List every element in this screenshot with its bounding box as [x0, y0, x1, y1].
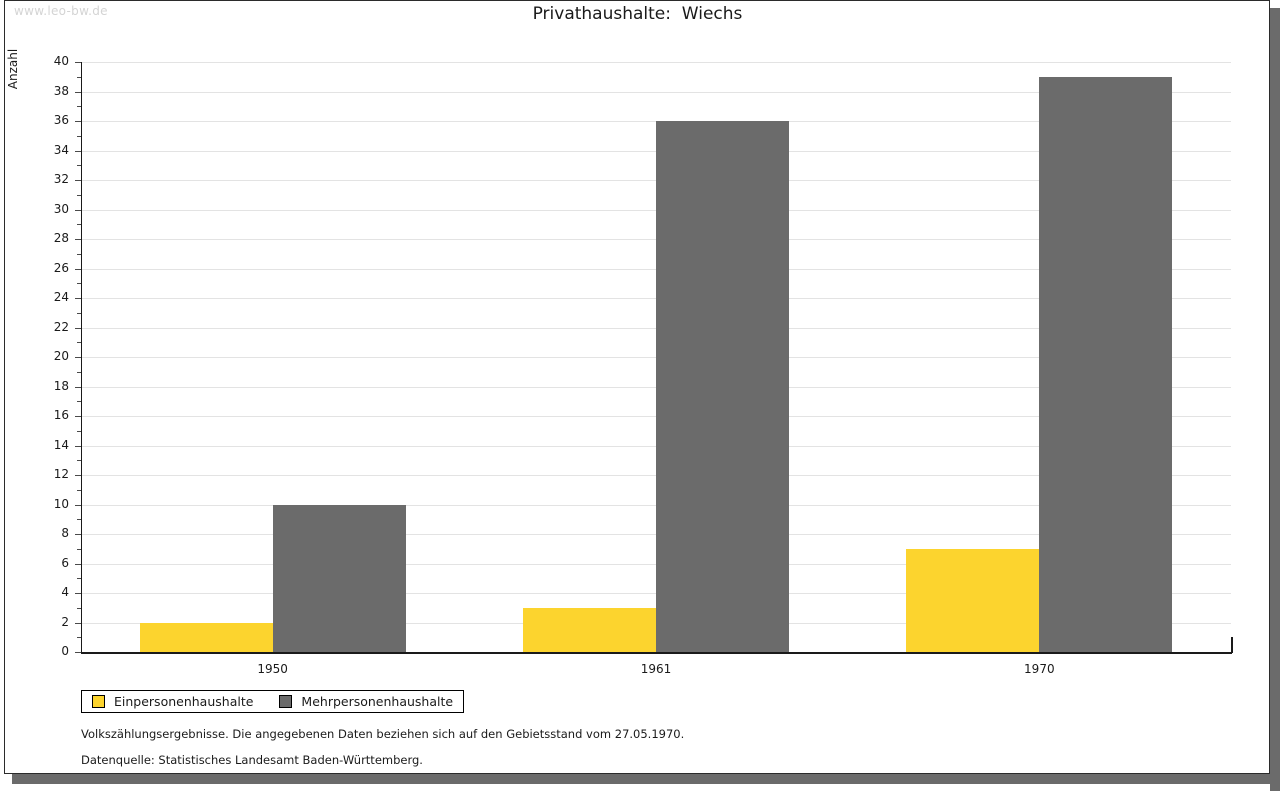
y-tick-major	[75, 62, 81, 63]
y-tick-major	[75, 652, 81, 653]
x-tick-label: 1950	[257, 662, 288, 676]
y-tick-minor	[77, 194, 81, 196]
legend-entry[interactable]: Mehrpersonenhaushalte	[279, 694, 453, 709]
y-tick-major	[75, 593, 81, 594]
y-tick-major	[75, 209, 81, 211]
bar[interactable]	[656, 121, 789, 652]
y-tick-major	[75, 239, 81, 240]
y-tick-label: 20	[53, 349, 69, 363]
x-tick-label: 1961	[640, 662, 672, 676]
y-tick-major	[75, 298, 81, 299]
y-tick-label: 40	[53, 54, 69, 68]
y-tick-label: 16	[53, 408, 69, 422]
y-tick-label: 6	[61, 555, 69, 570]
y-tick-minor	[77, 371, 81, 373]
bar[interactable]	[272, 504, 406, 652]
y-tick-minor	[77, 165, 81, 167]
legend-swatch-icon	[279, 695, 293, 708]
y-tick-label: 36	[53, 113, 69, 127]
y-tick-major	[75, 121, 81, 122]
y-tick-minor	[77, 489, 81, 491]
y-tick-minor	[77, 607, 81, 609]
footnote-data-source: Datenquelle: Statistisches Landesamt Bad…	[81, 753, 423, 767]
bar[interactable]	[1039, 76, 1173, 652]
y-tick-minor	[77, 548, 81, 550]
y-tick-minor	[77, 637, 81, 639]
bar[interactable]	[523, 607, 656, 652]
y-tick-label: 34	[53, 142, 69, 157]
y-tick-minor	[77, 283, 81, 285]
bar[interactable]	[906, 548, 1040, 652]
x-axis-line	[81, 652, 1232, 654]
y-tick-label: 0	[61, 644, 69, 658]
window-shadow-bottom	[12, 774, 1280, 784]
y-tick-minor	[77, 106, 81, 108]
y-tick-minor	[77, 253, 81, 255]
y-tick-label: 14	[53, 437, 69, 452]
y-tick-label: 10	[53, 496, 69, 511]
site-watermark: www.leo-bw.de	[14, 4, 108, 18]
gridline	[81, 62, 1231, 63]
y-tick-label: 26	[53, 260, 69, 275]
window-shadow-right	[1270, 8, 1280, 791]
plot-area: 0 2 4 6 8 10 12 14 16 18 20 22 24 26 28 30 32 34 36 38 40 19…	[54, 54, 1233, 676]
y-tick-minor	[77, 430, 81, 432]
y-tick-major	[75, 91, 81, 93]
y-tick-label: 38	[53, 83, 69, 98]
y-tick-minor	[77, 224, 81, 226]
gridline	[81, 91, 1231, 93]
y-tick-label: 8	[61, 526, 69, 540]
y-tick-major	[75, 504, 81, 506]
footnote-census-note: Volkszählungsergebnisse. Die angegebenen…	[81, 727, 685, 741]
y-tick-minor	[77, 76, 81, 78]
y-tick-label: 24	[53, 290, 69, 304]
y-tick-major	[75, 622, 81, 624]
y-tick-major	[75, 357, 81, 358]
x-axis-end-cap	[1231, 637, 1233, 653]
bar[interactable]	[139, 622, 273, 652]
y-tick-major	[75, 563, 81, 565]
y-tick-minor	[77, 135, 81, 137]
y-tick-major	[75, 386, 81, 388]
y-tick-label: 32	[53, 172, 69, 186]
y-tick-label: 2	[61, 614, 69, 629]
y-tick-major	[75, 150, 81, 152]
x-tick-label: 1970	[1024, 662, 1055, 676]
y-tick-label: 28	[53, 231, 69, 245]
y-tick-label: 18	[53, 378, 69, 393]
y-tick-major	[75, 327, 81, 329]
y-tick-major	[75, 445, 81, 447]
legend-label: Mehrpersonenhaushalte	[301, 694, 454, 709]
legend-entry[interactable]: Einpersonenhaushalte	[92, 694, 253, 709]
y-tick-label: 12	[53, 467, 69, 481]
y-tick-label: 4	[61, 585, 69, 599]
y-tick-minor	[77, 578, 81, 580]
y-tick-minor	[77, 460, 81, 462]
y-axis-line	[81, 62, 82, 653]
y-tick-major	[75, 475, 81, 476]
y-tick-major	[75, 416, 81, 417]
y-tick-minor	[77, 312, 81, 314]
y-tick-label: 22	[53, 319, 69, 334]
y-tick-major	[75, 534, 81, 535]
y-tick-minor	[77, 401, 81, 403]
chart-title: Privathaushalte: Wiechs	[532, 4, 743, 24]
y-tick-minor	[77, 519, 81, 521]
y-tick-major	[75, 268, 81, 270]
y-tick-minor	[77, 342, 81, 344]
legend-label: Einpersonenhaushalte	[114, 694, 254, 709]
y-tick-label: 30	[53, 201, 69, 216]
y-tick-major	[75, 180, 81, 181]
chart-legend: Einpersonenhaushalte Mehrpersonenhaushalt…	[81, 690, 465, 713]
legend-swatch-icon	[92, 695, 105, 708]
